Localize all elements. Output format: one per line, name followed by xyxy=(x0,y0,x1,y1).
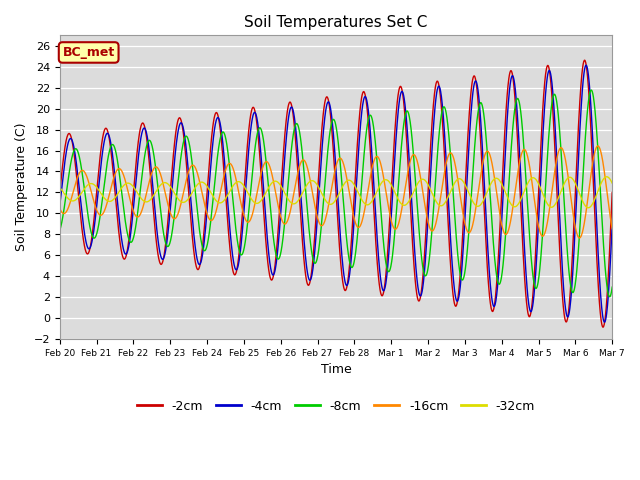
Y-axis label: Soil Temperature (C): Soil Temperature (C) xyxy=(15,123,28,252)
X-axis label: Time: Time xyxy=(321,363,351,376)
Title: Soil Temperatures Set C: Soil Temperatures Set C xyxy=(244,15,428,30)
Legend: -2cm, -4cm, -8cm, -16cm, -32cm: -2cm, -4cm, -8cm, -16cm, -32cm xyxy=(132,395,540,418)
Text: BC_met: BC_met xyxy=(63,46,115,59)
